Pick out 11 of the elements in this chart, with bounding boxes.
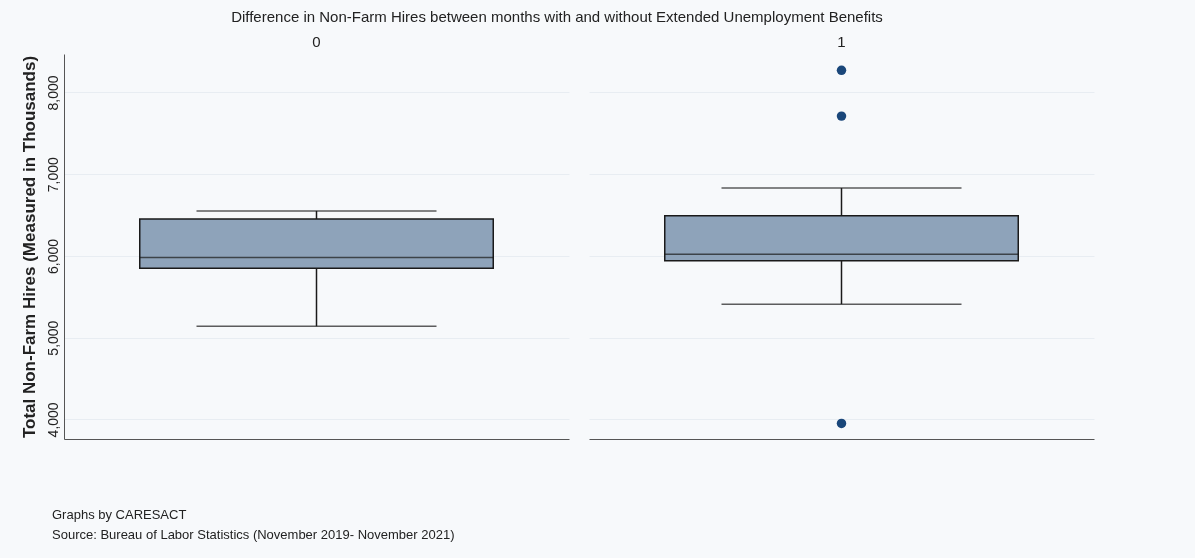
y-tick-label: 5,000 (44, 320, 61, 356)
y-tick-label: 4,000 (44, 402, 61, 438)
chart-title: Difference in Non-Farm Hires between months with and without Extended Unemployment Benefits (231, 8, 883, 25)
y-tick-label: 7,000 (44, 156, 61, 193)
x-tick-label: 1 (837, 33, 846, 50)
x-tick-label: 0 (312, 33, 321, 50)
y-axis-title: Total Non-Farm Hires (Measured in Thousands) (19, 55, 39, 439)
y-tick-label: 8,000 (44, 75, 61, 111)
source-note: Source: Bureau of Labor Statistics (November 2019- November 2021) (52, 526, 455, 544)
text: Graphs by CARESACT (52, 506, 188, 524)
y-tick-label: 6,000 (44, 238, 61, 274)
